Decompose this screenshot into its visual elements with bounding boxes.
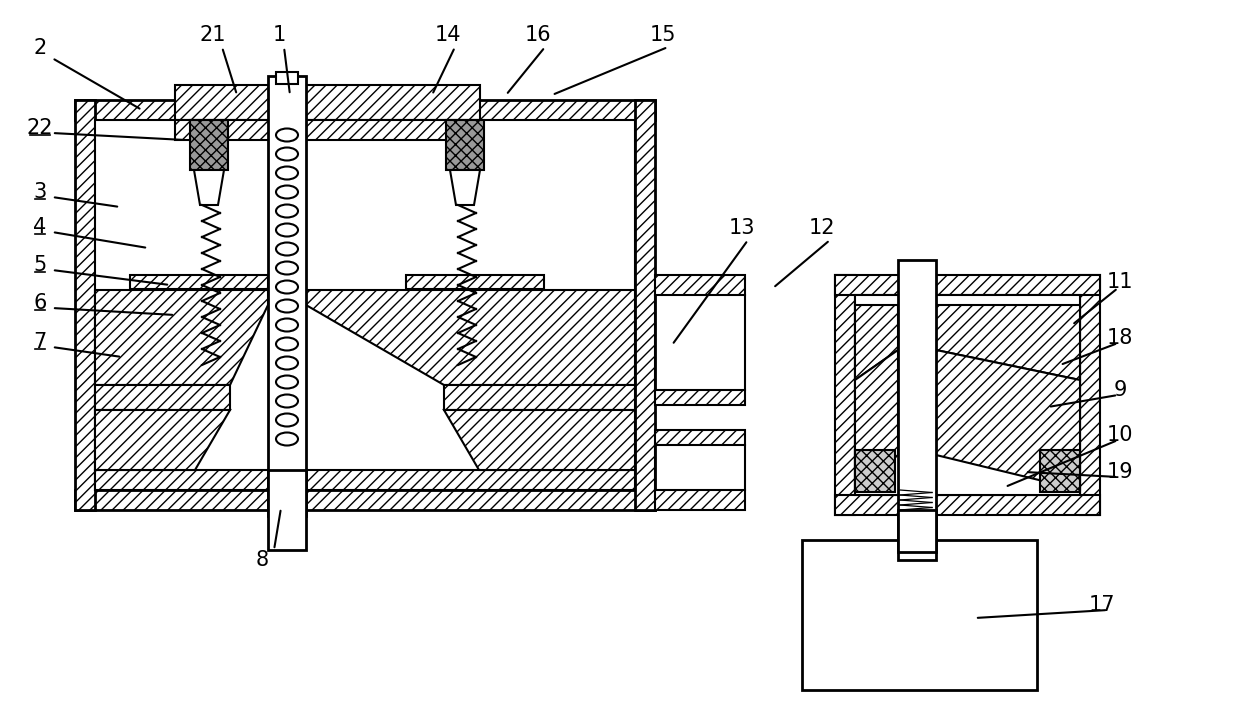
Polygon shape [450,170,480,205]
Ellipse shape [277,148,298,161]
Ellipse shape [277,262,298,275]
Bar [635,100,655,510]
Polygon shape [193,170,224,205]
Bar [655,490,745,510]
Bar [655,275,745,295]
Text: 6: 6 [33,293,47,313]
Ellipse shape [277,167,298,180]
Polygon shape [95,385,229,410]
Bar [277,72,298,84]
Bar [898,260,936,560]
Bar [835,275,856,515]
Text: 16: 16 [525,25,552,45]
Text: 11: 11 [1107,272,1133,292]
Bar [856,295,1080,495]
Bar [655,430,745,445]
Text: 18: 18 [1107,328,1133,348]
Bar [130,275,268,289]
Bar [405,275,544,289]
Text: 22: 22 [27,118,53,138]
Bar [1080,275,1100,515]
Text: 3: 3 [33,182,47,202]
Text: 2: 2 [33,38,47,58]
Text: 17: 17 [1089,595,1115,615]
Bar [835,275,1100,295]
Bar [74,100,95,510]
Polygon shape [936,350,1080,490]
Text: 9: 9 [1114,380,1127,400]
Ellipse shape [277,394,298,407]
Text: 15: 15 [650,25,676,45]
Bar [268,76,306,516]
Ellipse shape [277,128,298,141]
Polygon shape [936,305,1080,380]
Text: 1: 1 [273,25,285,45]
Text: 14: 14 [435,25,461,45]
Bar [190,120,228,170]
Bar [95,470,635,490]
Polygon shape [306,290,635,385]
Polygon shape [444,385,635,410]
Bar [446,120,484,170]
Polygon shape [856,350,898,490]
Text: 12: 12 [808,218,836,238]
Text: 19: 19 [1106,462,1133,482]
Text: 13: 13 [729,218,755,238]
Ellipse shape [277,414,298,427]
Bar [95,120,635,490]
Bar [175,85,480,120]
Ellipse shape [277,319,298,332]
Text: 5: 5 [33,255,47,275]
Ellipse shape [277,242,298,255]
Text: 7: 7 [33,332,47,352]
Bar [856,450,895,492]
Text: 4: 4 [33,217,47,237]
Bar [898,510,936,552]
Ellipse shape [277,280,298,293]
Text: 21: 21 [200,25,226,45]
Bar [1040,450,1080,492]
Bar [835,495,1100,515]
Bar [74,490,655,510]
Ellipse shape [277,337,298,350]
Text: 8: 8 [255,550,269,570]
Polygon shape [95,410,229,470]
Ellipse shape [277,224,298,236]
Polygon shape [444,410,635,470]
Text: 10: 10 [1107,425,1133,445]
Bar [655,390,745,405]
Bar [268,470,306,550]
Bar [802,540,1037,690]
Ellipse shape [277,299,298,312]
Ellipse shape [277,356,298,369]
Bar [175,120,480,140]
Polygon shape [95,290,268,385]
Ellipse shape [277,185,298,198]
Ellipse shape [277,205,298,218]
Ellipse shape [277,376,298,389]
Ellipse shape [277,433,298,446]
Bar [74,100,655,120]
Polygon shape [856,305,898,380]
